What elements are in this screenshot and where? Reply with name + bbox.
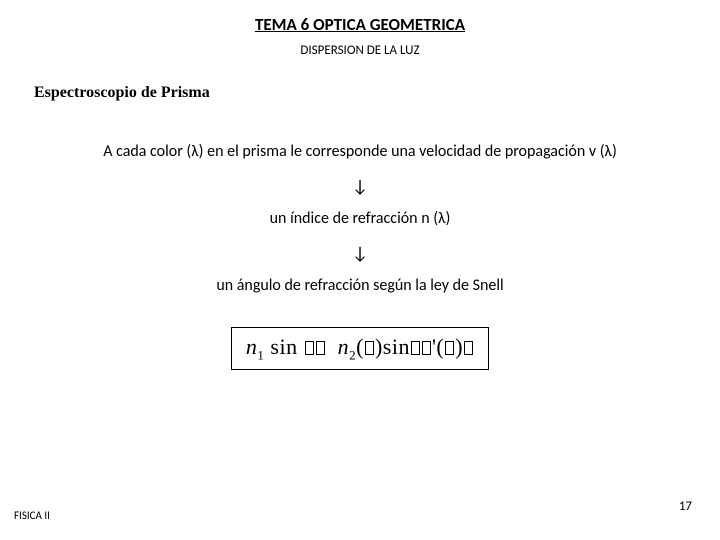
page-subtitle: DISPERSION DE LA LUZ xyxy=(0,43,720,58)
formula-open-paren: ( xyxy=(356,334,364,359)
formula-close-paren-2: ) xyxy=(455,334,463,359)
formula-container: n1 sin n2()sin'() xyxy=(0,327,720,370)
formula-close-paren: ) xyxy=(375,334,383,359)
body-line-2: un índice de refracción n (λ) xyxy=(0,209,720,228)
page-number: 17 xyxy=(679,499,692,514)
formula-sin1: sin xyxy=(264,334,303,359)
section-heading: Espectroscopio de Prisma xyxy=(34,84,720,102)
formula-n2: n xyxy=(338,334,350,359)
footer-course: FISICA II xyxy=(14,509,50,522)
box-glyph xyxy=(422,341,431,355)
body-line-3: un ángulo de refracción según la ley de … xyxy=(0,276,720,295)
snell-formula: n1 sin n2()sin'() xyxy=(231,327,489,370)
box-glyph xyxy=(464,341,473,355)
page-title: TEMA 6 OPTICA GEOMETRICA xyxy=(0,0,720,35)
box-glyph xyxy=(305,341,314,355)
formula-sin2: sin xyxy=(383,334,410,359)
down-arrow-1: ↓ xyxy=(0,175,720,197)
box-glyph xyxy=(411,341,420,355)
box-glyph xyxy=(365,341,374,355)
box-glyph xyxy=(316,341,325,355)
down-arrow-2: ↓ xyxy=(0,242,720,264)
formula-open-paren-2: ( xyxy=(436,334,444,359)
body-line-1: A cada color (λ) en el prisma le corresp… xyxy=(0,142,720,161)
formula-n1: n xyxy=(246,334,258,359)
box-glyph xyxy=(445,341,454,355)
